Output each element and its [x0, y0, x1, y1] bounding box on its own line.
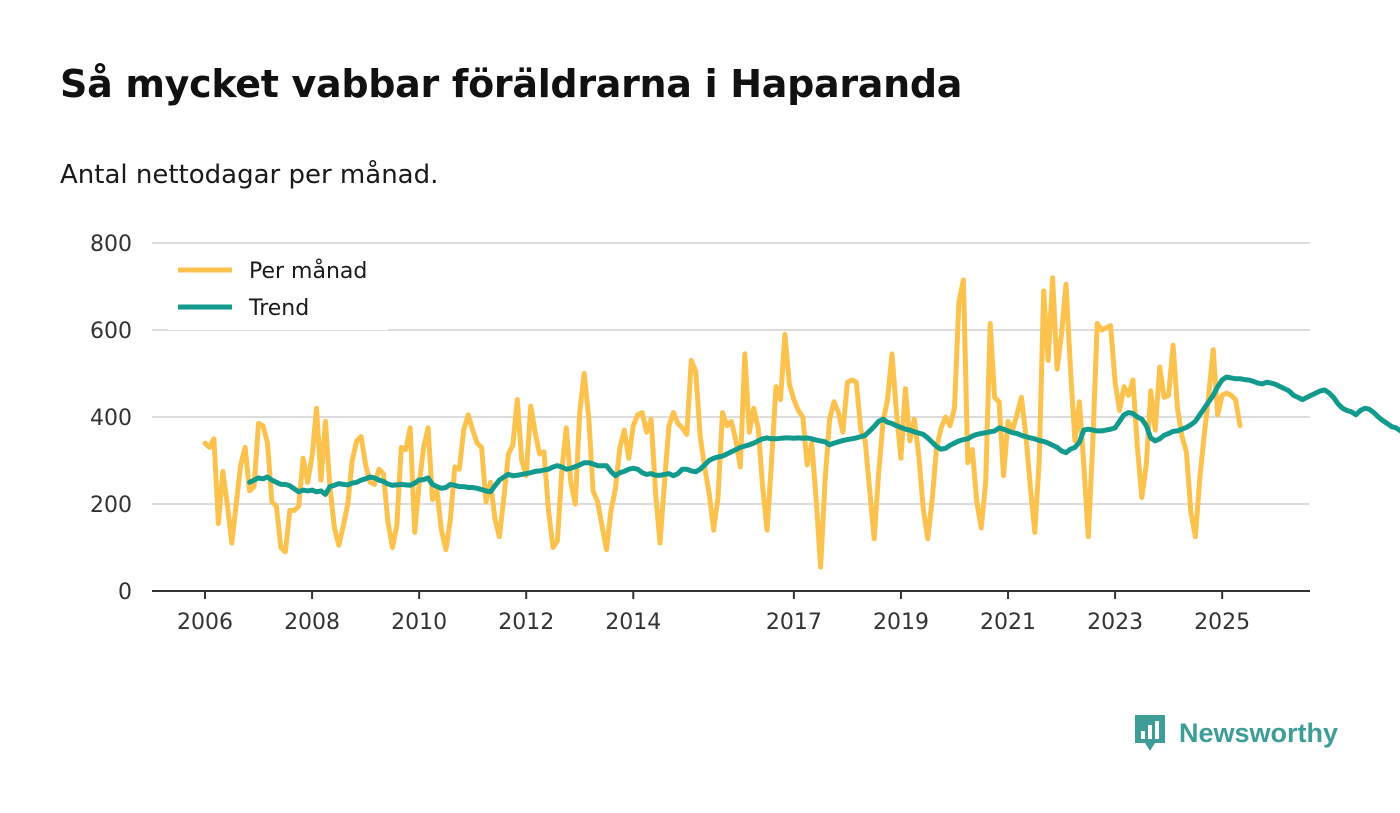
series-line-trend	[247, 374, 1400, 497]
y-tick-label: 0	[118, 580, 132, 605]
y-axis-labels: 800 600 400 200 0	[90, 232, 132, 605]
x-tick-label: 2012	[498, 610, 554, 635]
x-tick-label: 2025	[1194, 610, 1250, 635]
legend: Per månad Trend	[168, 252, 388, 330]
chart-title: Så mycket vabbar föräldrarna i Haparanda	[60, 62, 963, 106]
y-tick-label: 400	[90, 406, 132, 431]
x-tick-label: 2017	[766, 610, 822, 635]
x-axis: 2006 2008 2010 2012 2014 2017 2019 2021 2023 2025	[152, 590, 1310, 635]
newsworthy-icon	[1135, 715, 1165, 751]
legend-label-trend: Trend	[248, 296, 309, 321]
chart-subtitle: Antal nettodagar per månad.	[60, 160, 439, 190]
y-tick-label: 800	[90, 232, 132, 257]
y-tick-label: 600	[90, 319, 132, 344]
x-tick-label: 2019	[873, 610, 929, 635]
legend-background	[168, 252, 388, 330]
series-line-per-manad	[202, 275, 1243, 570]
series-lines	[202, 275, 1400, 570]
x-tick-label: 2010	[391, 610, 447, 635]
y-tick-label: 200	[90, 493, 132, 518]
x-tick-label: 2014	[605, 610, 661, 635]
x-tick-label: 2021	[980, 610, 1036, 635]
legend-label-per-manad: Per månad	[249, 258, 367, 284]
x-tick-label: 2008	[284, 610, 340, 635]
x-tick-label: 2023	[1087, 610, 1143, 635]
brand-name: Newsworthy	[1179, 717, 1339, 748]
x-tick-label: 2006	[177, 610, 233, 635]
newsworthy-logo[interactable]: Newsworthy	[1133, 712, 1338, 754]
grid-lines	[152, 242, 1310, 505]
